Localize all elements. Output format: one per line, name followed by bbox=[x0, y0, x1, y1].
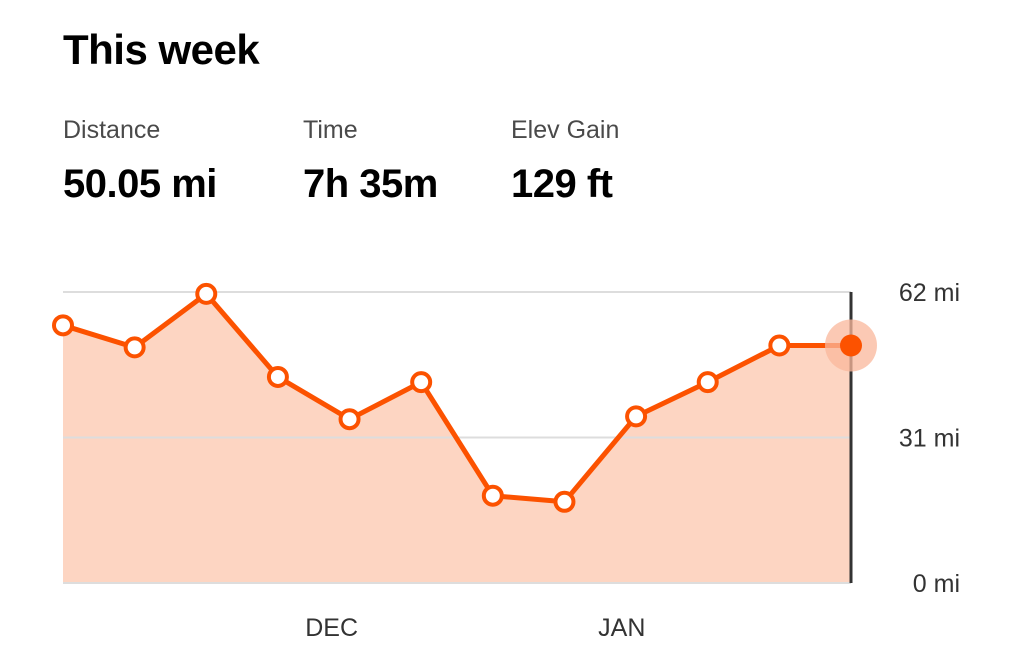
y-tick-label-1: 31 mi bbox=[899, 425, 960, 453]
data-point-10 bbox=[768, 334, 791, 357]
data-point-8 bbox=[625, 405, 648, 428]
stat-distance-value: 50.05 mi bbox=[63, 162, 217, 206]
y-tick-label-0: 62 mi bbox=[899, 279, 960, 307]
stat-elev-gain-label: Elev Gain bbox=[511, 116, 620, 144]
data-point-1 bbox=[123, 336, 146, 359]
stat-time-value: 7h 35m bbox=[303, 162, 438, 206]
x-tick-label-jan: JAN bbox=[598, 614, 645, 642]
data-point-6 bbox=[481, 484, 504, 507]
data-point-7 bbox=[553, 490, 576, 513]
stat-distance: Distance 50.05 mi bbox=[63, 114, 217, 206]
stat-time-label: Time bbox=[303, 116, 358, 144]
data-point-4 bbox=[338, 408, 361, 431]
stat-elev-gain-value: 129 ft bbox=[511, 162, 613, 206]
y-tick-label-2: 0 mi bbox=[913, 570, 960, 598]
stat-distance-label: Distance bbox=[63, 116, 161, 144]
data-point-9 bbox=[696, 371, 719, 394]
data-point-2 bbox=[195, 282, 218, 305]
x-tick-label-dec: DEC bbox=[305, 614, 358, 642]
data-point-selected bbox=[840, 334, 862, 357]
series-line bbox=[60, 291, 854, 505]
area-fill bbox=[63, 293, 851, 583]
data-point-5 bbox=[410, 371, 433, 394]
data-point-3 bbox=[266, 365, 289, 388]
stat-time: Time 7h 35m bbox=[303, 114, 438, 206]
page-title: This week bbox=[63, 26, 260, 73]
data-point-0 bbox=[52, 314, 74, 337]
stat-elev-gain: Elev Gain 129 ft bbox=[511, 114, 619, 206]
